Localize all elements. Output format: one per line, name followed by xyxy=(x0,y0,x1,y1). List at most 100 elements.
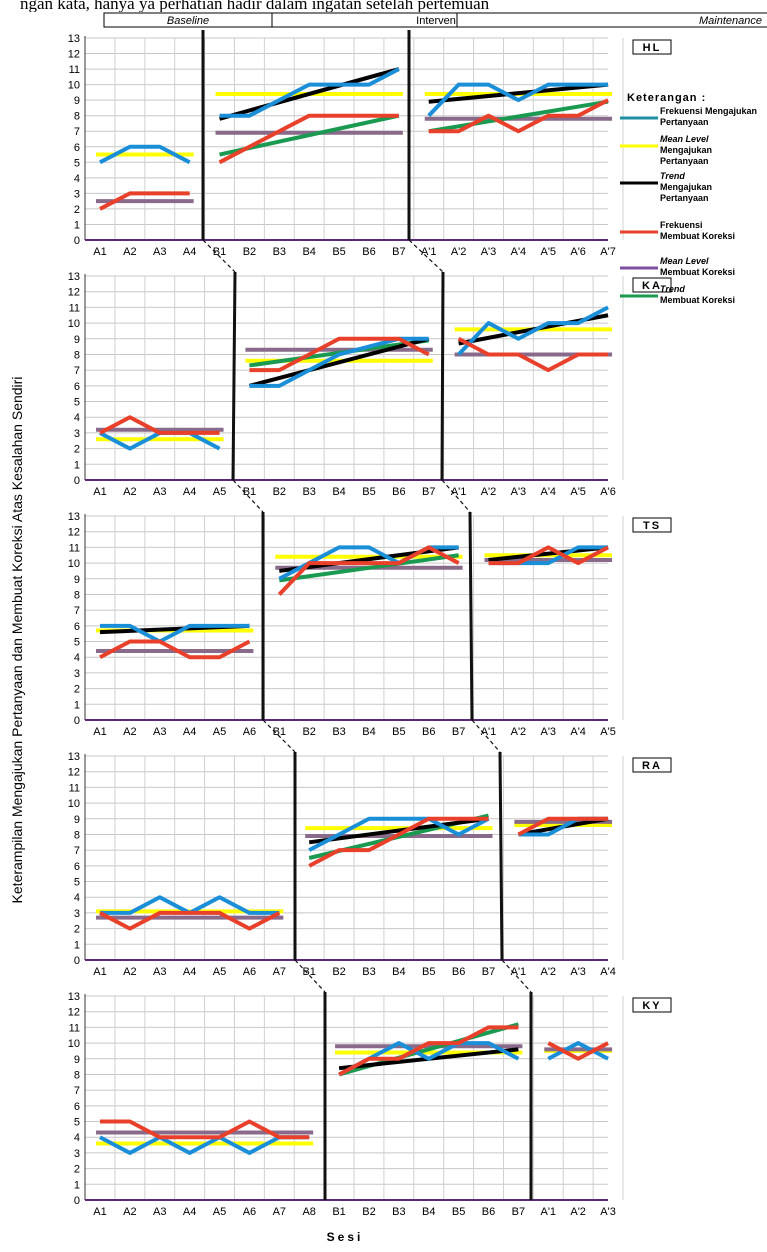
trend-mengajukan-line xyxy=(308,816,489,845)
x-tick-label: B1 xyxy=(243,486,256,498)
x-tick-label: A'3 xyxy=(541,726,557,738)
y-tick-label: 10 xyxy=(68,798,80,810)
x-tick-label: B4 xyxy=(422,1206,435,1218)
x-tick-label: B4 xyxy=(302,246,315,258)
y-tick-label: 12 xyxy=(68,527,80,539)
x-tick-label: A'6 xyxy=(570,246,586,258)
y-tick-label: 12 xyxy=(68,49,80,61)
subject-label: KY xyxy=(642,1000,661,1012)
x-tick-label: A3 xyxy=(153,246,166,258)
legend-item-label: Mean Level Mengajukan Pertanyaan xyxy=(660,134,712,166)
x-tick-label: A'4 xyxy=(541,486,557,498)
x-tick-label: B5 xyxy=(452,1206,465,1218)
phase-connector-dashed xyxy=(501,959,532,993)
phase-connector-dashed xyxy=(262,719,296,753)
subject-label: TS xyxy=(643,520,661,532)
phase-connector-dashed xyxy=(294,959,326,993)
y-tick-label: 7 xyxy=(74,365,80,377)
y-tick-label: 1 xyxy=(74,699,80,711)
phase-connector-dashed xyxy=(232,479,264,513)
x-tick-label: B1 xyxy=(332,1206,345,1218)
x-tick-label: A'4 xyxy=(511,246,527,258)
y-tick-label: 2 xyxy=(74,204,80,216)
x-axis-title: Sesi xyxy=(327,1230,364,1244)
frekuensi-koreksi-line xyxy=(517,816,609,837)
phase-change-line xyxy=(468,511,474,721)
x-tick-label: A6 xyxy=(243,726,256,738)
y-tick-label: 10 xyxy=(68,558,80,570)
subject-label: RA xyxy=(642,760,662,772)
y-tick-label: 7 xyxy=(74,126,80,138)
y-tick-label: 2 xyxy=(74,924,80,936)
y-tick-label: 8 xyxy=(74,829,80,841)
y-tick-label: 11 xyxy=(69,64,80,76)
frekuensi-koreksi-line xyxy=(277,545,460,596)
y-tick-label: 1 xyxy=(74,459,80,471)
trend-mengajukan-line xyxy=(219,67,400,121)
x-tick-label: A4 xyxy=(183,966,196,978)
x-tick-label: B6 xyxy=(482,1206,495,1218)
y-tick-label: 1 xyxy=(74,219,80,231)
y-tick-label: 4 xyxy=(74,652,80,664)
y-tick-label: 2 xyxy=(74,684,80,696)
x-tick-label: B3 xyxy=(332,726,345,738)
phase-change-line xyxy=(498,751,504,961)
caption-fragment: ngan kata, hanya ya perhatian hadir dala… xyxy=(20,0,490,12)
x-tick-label: B3 xyxy=(362,966,375,978)
y-tick-label: 7 xyxy=(74,845,80,857)
x-tick-label: B2 xyxy=(273,486,286,498)
y-tick-label: 12 xyxy=(68,767,80,779)
x-tick-label: B2 xyxy=(302,726,315,738)
x-tick-label: B1 xyxy=(213,246,226,258)
x-tick-label: A5 xyxy=(213,966,226,978)
x-tick-label: B3 xyxy=(273,246,286,258)
x-tick-label: A'1 xyxy=(481,726,497,738)
phase-change-line xyxy=(440,271,445,481)
x-tick-label: A1 xyxy=(93,966,106,978)
y-tick-label: 13 xyxy=(68,33,80,45)
y-tick-label: 13 xyxy=(68,511,80,523)
grid xyxy=(85,515,624,720)
trend-koreksi-line xyxy=(428,99,609,134)
y-tick-label: 9 xyxy=(74,814,80,826)
y-tick-label: 5 xyxy=(74,637,80,649)
x-tick-label: B7 xyxy=(482,966,495,978)
subject-label-box xyxy=(632,39,672,55)
x-tick-label: A'5 xyxy=(541,246,557,258)
y-tick-label: 8 xyxy=(74,111,80,123)
x-tick-label: A'1 xyxy=(541,1206,557,1218)
frekuensi-koreksi-line xyxy=(99,639,251,660)
x-tick-label: B1 xyxy=(273,726,286,738)
grid xyxy=(85,995,624,1200)
y-tick-label: 6 xyxy=(74,142,80,154)
y-tick-label: 5 xyxy=(74,157,80,169)
x-tick-label: A4 xyxy=(183,246,196,258)
x-tick-label: A7 xyxy=(273,1206,286,1218)
x-tick-label: A'3 xyxy=(570,966,586,978)
trend-mengajukan-line xyxy=(248,336,430,388)
x-tick-label: B5 xyxy=(422,966,435,978)
y-tick-label: 6 xyxy=(74,861,80,873)
x-tick-label: A2 xyxy=(123,726,136,738)
subject-label: KA xyxy=(642,280,662,292)
legend-item-label: Frekuensi Mengajukan Pertanyaan xyxy=(660,106,757,127)
y-tick-label: 13 xyxy=(68,991,80,1003)
trend-mengajukan-line xyxy=(488,545,609,562)
x-tick-label: A6 xyxy=(243,1206,256,1218)
y-tick-label: 11 xyxy=(69,782,80,794)
y-tick-label: 8 xyxy=(74,349,80,361)
x-tick-label: A'5 xyxy=(570,486,586,498)
x-tick-label: A'7 xyxy=(600,246,616,258)
frekuensi-mengajukan-line xyxy=(457,305,609,356)
y-tick-label: 9 xyxy=(74,334,80,346)
frekuensi-mengajukan-line xyxy=(100,623,250,644)
y-tick-label: 5 xyxy=(74,397,80,409)
subject-label-box xyxy=(632,997,672,1013)
y-tick-label: 7 xyxy=(74,605,80,617)
grid xyxy=(85,37,624,240)
x-tick-label: B7 xyxy=(392,246,405,258)
x-tick-label: A4 xyxy=(183,1206,196,1218)
